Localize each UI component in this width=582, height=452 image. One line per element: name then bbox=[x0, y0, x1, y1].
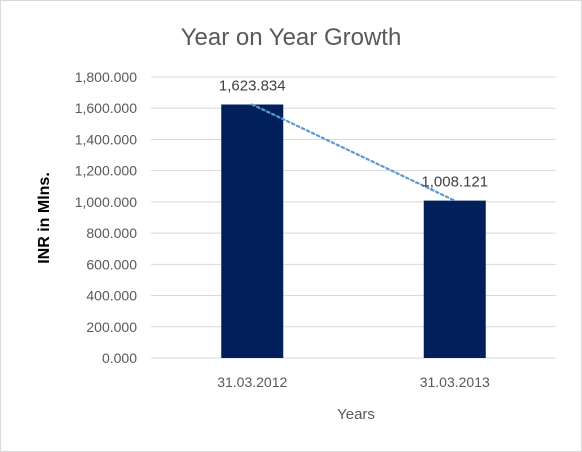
y-axis-ticks: 0.000 200.000 400.000 600.000 800.000 1,000.0… bbox=[75, 69, 138, 366]
data-label: 1,623.834 bbox=[219, 78, 286, 95]
x-tick-label: 31.03.2013 bbox=[420, 374, 490, 390]
bars bbox=[221, 104, 486, 359]
y-tick-label: 1,800.000 bbox=[75, 69, 137, 85]
x-axis-title: Years bbox=[337, 406, 375, 423]
y-tick-label: 200.000 bbox=[86, 319, 137, 335]
data-label: 1,008.121 bbox=[421, 174, 488, 191]
y-tick-label: 800.000 bbox=[86, 225, 137, 241]
y-axis-title: INR in Mlns. bbox=[36, 172, 53, 264]
y-tick-label: 1,400.000 bbox=[75, 131, 137, 147]
y-tick-label: 1,000.000 bbox=[75, 194, 137, 210]
y-tick-label: 600.000 bbox=[86, 256, 137, 272]
y-tick-label: 0.000 bbox=[102, 350, 137, 366]
y-tick-label: 400.000 bbox=[86, 288, 137, 304]
trendline bbox=[251, 103, 456, 202]
data-labels: 1,623.834 1,008.121 bbox=[219, 78, 488, 191]
x-tick-label: 31.03.2012 bbox=[217, 374, 287, 390]
y-tick-label: 1,200.000 bbox=[75, 163, 137, 179]
chart-title: Year on Year Growth bbox=[181, 24, 402, 51]
x-axis-ticks: 31.03.2012 31.03.2013 bbox=[217, 374, 490, 390]
bar-31-03-2013 bbox=[423, 200, 486, 358]
y-tick-label: 1,600.000 bbox=[75, 100, 137, 116]
bar-31-03-2012 bbox=[221, 104, 284, 359]
trendline-group bbox=[251, 103, 456, 202]
gridlines bbox=[151, 76, 556, 359]
